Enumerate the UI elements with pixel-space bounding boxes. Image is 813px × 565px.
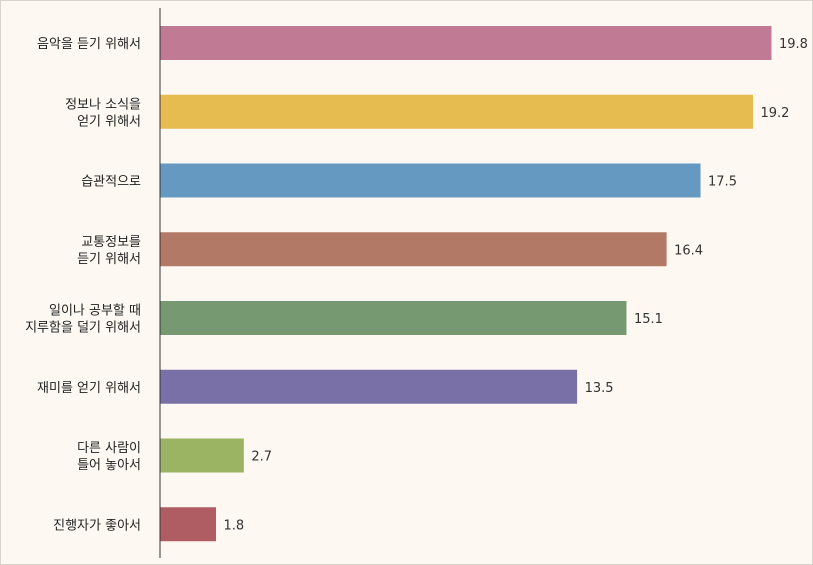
value-label-8: 1.8	[224, 518, 245, 533]
bar-6	[160, 369, 578, 404]
category-label-4-line-2: 듣기 위해서	[77, 252, 141, 267]
category-label-6: 재미를 얻기 위해서	[37, 381, 141, 396]
category-label-8-line-1: 진행자가 좋아서	[53, 517, 141, 533]
category-label-8: 진행자가 좋아서	[53, 517, 141, 533]
category-label-6-line-1: 재미를 얻기 위해서	[37, 381, 141, 396]
value-label-4: 16.4	[674, 243, 703, 258]
value-label-7: 2.7	[251, 450, 272, 465]
category-label-7-line-1: 다른 사람이	[77, 441, 141, 456]
category-label-2-line-1: 정보나 소식을	[65, 97, 141, 112]
category-label-5-line-1: 일이나 공부할 때	[49, 304, 141, 319]
bar-8	[160, 507, 217, 542]
bar-4	[160, 232, 667, 267]
category-label-7-line-2: 틀어 놓아서	[77, 458, 141, 473]
category-label-1: 음악을 듣기 위해서	[37, 37, 141, 52]
category-label-5-line-2: 지루함을 덜기 위해서	[25, 321, 141, 336]
category-label-3: 습관적으로	[81, 175, 141, 190]
value-label-2: 19.2	[760, 106, 789, 121]
value-labels-group: 19.8 19.2 17.5 16.4 15.1 13.5 2.7 1.8	[224, 37, 808, 533]
bar-1	[160, 26, 772, 60]
bar-3	[160, 163, 701, 198]
value-label-3: 17.5	[708, 175, 737, 190]
category-label-3-line-1: 습관적으로	[81, 175, 141, 190]
value-label-1: 19.8	[779, 37, 808, 52]
bar-2	[160, 94, 753, 129]
bar-7	[160, 438, 244, 473]
category-label-2-line-2: 얻기 위해서	[77, 114, 141, 129]
category-label-1-line-1: 음악을 듣기 위해서	[37, 37, 141, 52]
bars-group	[160, 26, 772, 542]
category-label-4-line-1: 교통정보를	[81, 235, 141, 250]
value-label-5: 15.1	[634, 312, 663, 327]
bar-5	[160, 301, 627, 335]
value-label-6: 13.5	[585, 381, 614, 396]
